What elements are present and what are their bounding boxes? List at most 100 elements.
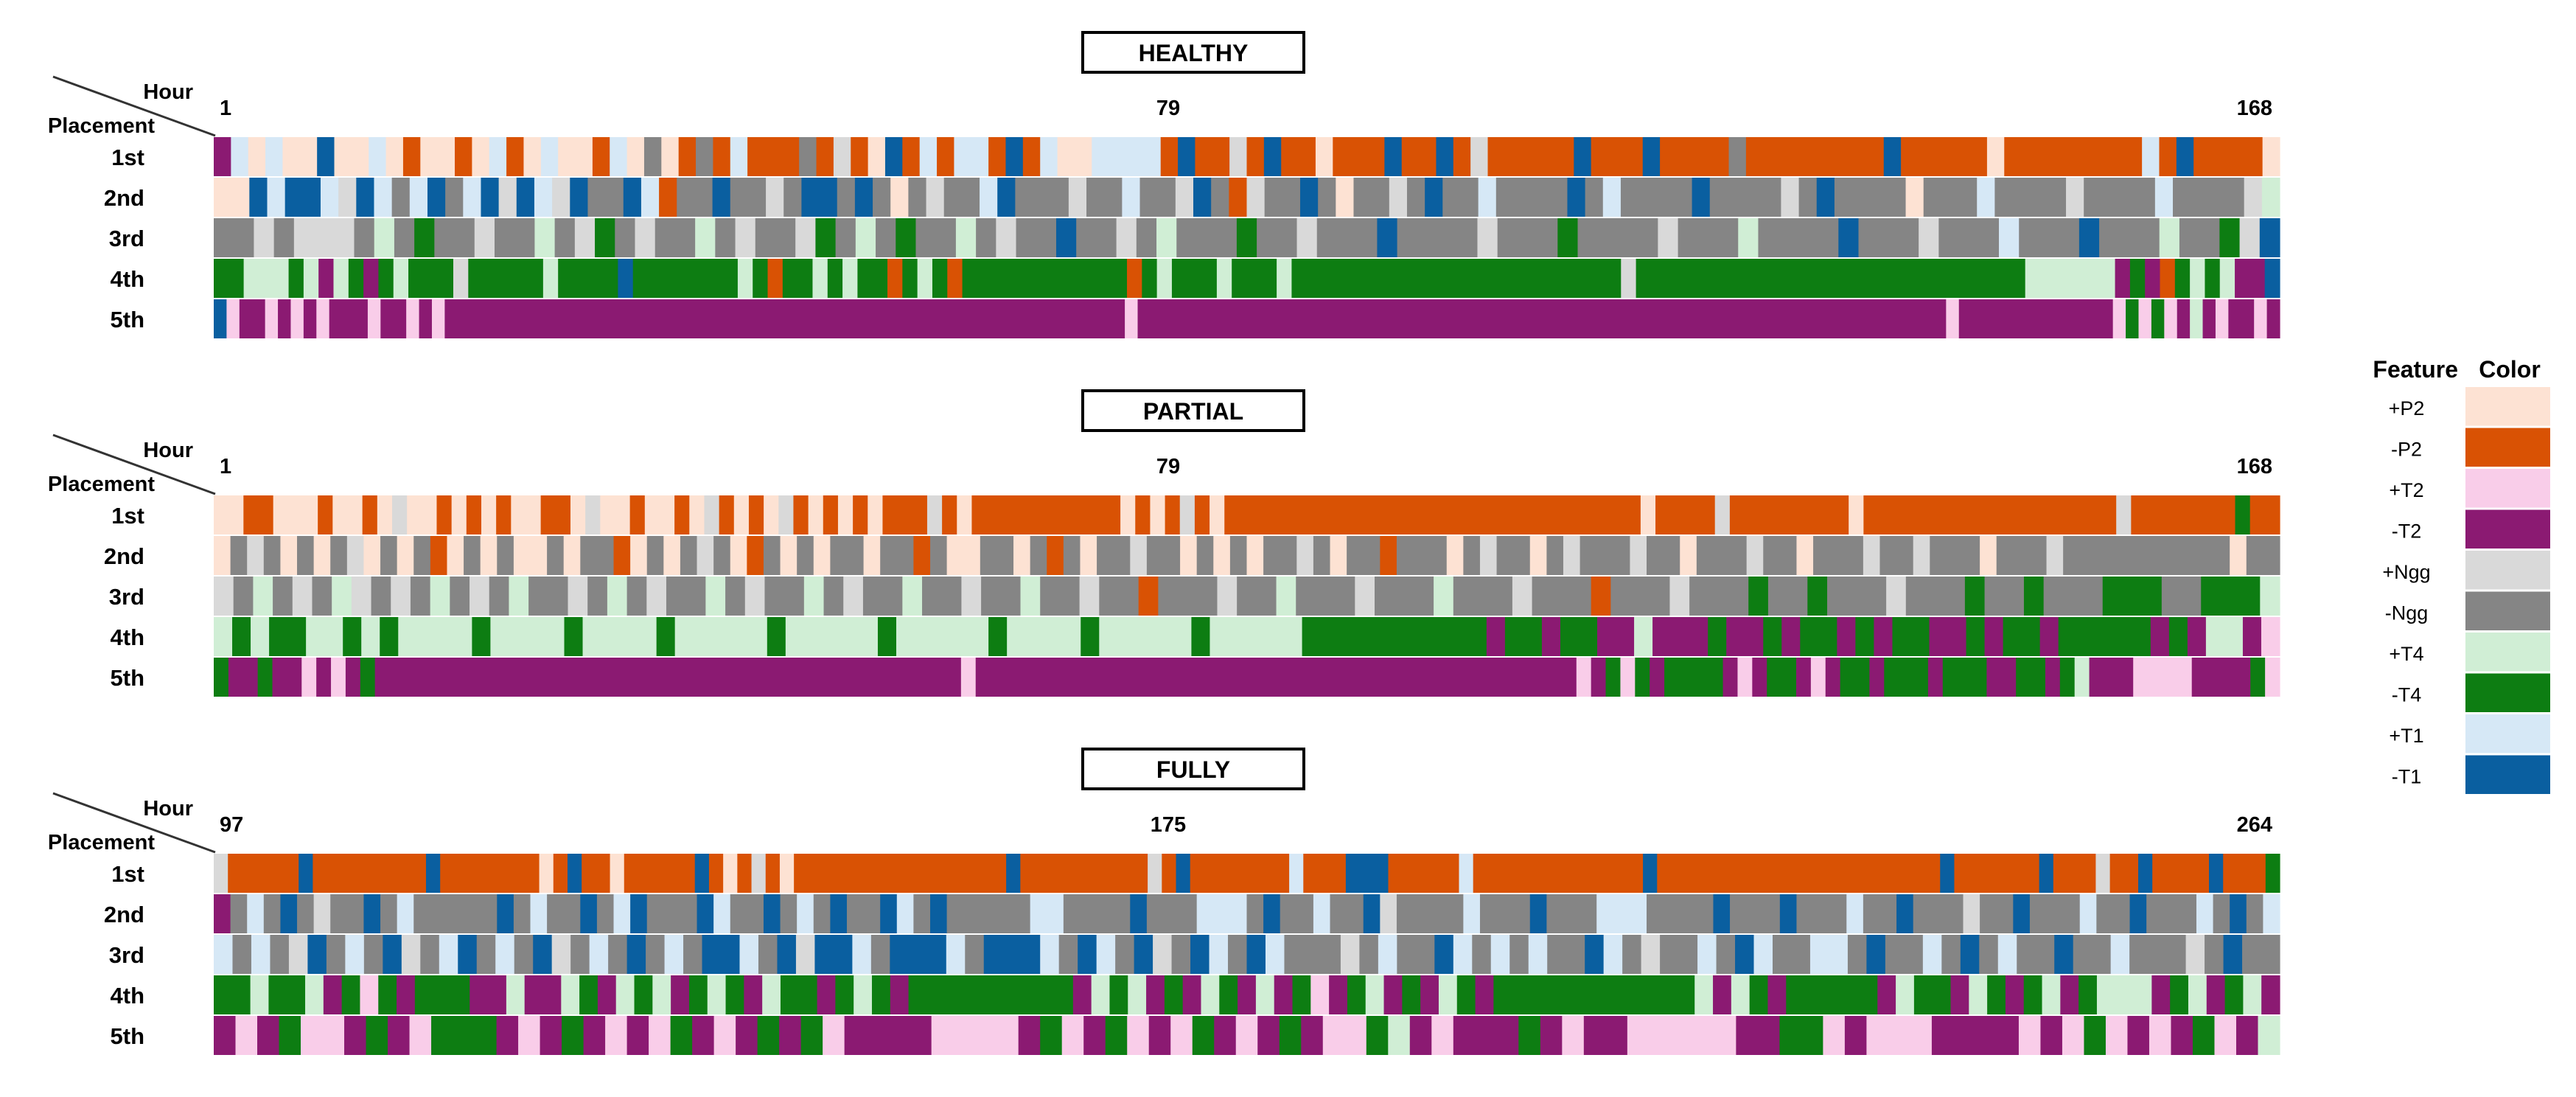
heatmap-cell <box>1941 935 1961 974</box>
heatmap-cell <box>2243 975 2262 1014</box>
heatmap-cell <box>1650 658 1665 697</box>
heatmap-cell <box>313 894 331 933</box>
heatmap-cell <box>816 137 834 176</box>
heatmap-cell <box>613 536 631 575</box>
heatmap-cell <box>2250 658 2266 697</box>
heatmap-cell <box>937 137 955 176</box>
heatmap-cell <box>2004 137 2143 176</box>
heatmap-cell <box>2242 617 2262 656</box>
heatmap-cell <box>1302 617 1487 656</box>
heatmap-cell <box>1664 658 1724 697</box>
heatmap-cell <box>1127 1016 1150 1055</box>
heatmap-cell <box>1919 218 1939 257</box>
heatmap-cell <box>1146 536 1181 575</box>
hour-tick-label: 168 <box>2237 455 2272 478</box>
heatmap-cell <box>265 137 284 176</box>
corner-diagonal <box>52 433 216 495</box>
heatmap-cell <box>1753 935 1773 974</box>
heatmap-cell <box>2054 935 2074 974</box>
heatmap-cell <box>268 975 306 1014</box>
heatmap-cell <box>976 218 996 257</box>
heatmap-cell <box>2060 975 2079 1014</box>
heatmap-row-4th <box>214 617 2280 656</box>
heatmap-cell <box>1139 178 1176 217</box>
heatmap-cell <box>674 617 768 656</box>
heatmap-cell <box>476 935 496 974</box>
heatmap-cell <box>269 617 307 656</box>
heatmap-cell <box>2161 577 2202 616</box>
heatmap-cell <box>1479 894 1531 933</box>
panel-title-box <box>1081 748 1305 790</box>
heatmap-cell <box>644 495 675 534</box>
heatmap-cell <box>1490 935 1510 974</box>
heatmap-cell <box>1858 218 1919 257</box>
heatmap-cell <box>354 218 375 257</box>
heatmap-cell <box>1652 617 1708 656</box>
heatmap-cell <box>689 495 705 534</box>
heatmap-cell <box>228 854 299 893</box>
heatmap-cell <box>1425 178 1443 217</box>
heatmap-cell <box>1547 935 1585 974</box>
heatmap-cell <box>2129 259 2146 298</box>
heatmap-cell <box>1105 1016 1128 1055</box>
heatmap-cell <box>427 178 446 217</box>
heatmap-panels: HEALTHY Hour Placement 1 79 168 1st 2nd 3rd 4th 5t… <box>48 31 2280 1055</box>
legend-color-swatch <box>2465 714 2550 753</box>
heatmap-cell <box>496 1016 519 1055</box>
heatmap-cell <box>783 178 802 217</box>
heatmap-cell <box>533 935 553 974</box>
heatmap-cell <box>2260 577 2280 616</box>
heatmap-cell <box>278 299 292 338</box>
heatmap-cell <box>778 495 795 534</box>
heatmap-cell <box>450 577 470 616</box>
heatmap-cell <box>2105 1016 2129 1055</box>
heatmap-cell <box>1692 178 1711 217</box>
heatmap-cell <box>930 536 948 575</box>
heatmap-cell <box>360 975 379 1014</box>
placement-row-label: 5th <box>111 665 145 691</box>
heatmap-cell <box>363 536 381 575</box>
heatmap-cell <box>1728 137 1747 176</box>
heatmap-cell <box>554 218 576 257</box>
heatmap-cell <box>674 495 690 534</box>
heatmap-cell <box>1063 536 1081 575</box>
heatmap-cell <box>730 178 767 217</box>
heatmap-cell <box>1655 495 1716 534</box>
heatmap-cell <box>1883 137 1902 176</box>
heatmap-cell <box>626 935 646 974</box>
heatmap-cell <box>1863 495 2117 534</box>
heatmap-cell <box>730 536 747 575</box>
placement-row-label: 3rd <box>109 942 144 968</box>
heatmap-cell <box>908 178 927 217</box>
heatmap-cell <box>582 854 611 893</box>
heatmap-cell <box>1125 299 1139 338</box>
heatmap-cell <box>344 1016 367 1055</box>
heatmap-cell <box>1798 178 1818 217</box>
heatmap-cell <box>2129 935 2187 974</box>
heatmap-cell <box>1296 536 1314 575</box>
heatmap-cell <box>2079 894 2097 933</box>
heatmap-cell <box>1963 894 1980 933</box>
heatmap-cell <box>1987 975 2006 1014</box>
heatmap-cell <box>1884 658 1929 697</box>
heatmap-cell <box>1146 894 1198 933</box>
heatmap-cell <box>2176 137 2194 176</box>
heatmap-cell <box>257 658 273 697</box>
heatmap-cell <box>2235 495 2251 534</box>
heatmap-cell <box>1800 617 1837 656</box>
heatmap-cell <box>1678 218 1739 257</box>
heatmap-cell <box>2179 218 2220 257</box>
heatmap-cell <box>1136 218 1157 257</box>
heatmap-cell <box>251 935 271 974</box>
heatmap-cell <box>290 299 304 338</box>
heatmap-cell <box>551 935 571 974</box>
heatmap-cell <box>2249 495 2280 534</box>
heatmap-cell <box>1980 894 2014 933</box>
heatmap-cell <box>402 137 421 176</box>
heatmap-cell <box>1453 935 1473 974</box>
heatmap-cell <box>1512 577 1533 616</box>
heatmap-cell <box>1109 975 1128 1014</box>
heatmap-cell <box>827 259 843 298</box>
heatmap-cell <box>890 935 947 974</box>
heatmap-cell <box>1099 577 1139 616</box>
